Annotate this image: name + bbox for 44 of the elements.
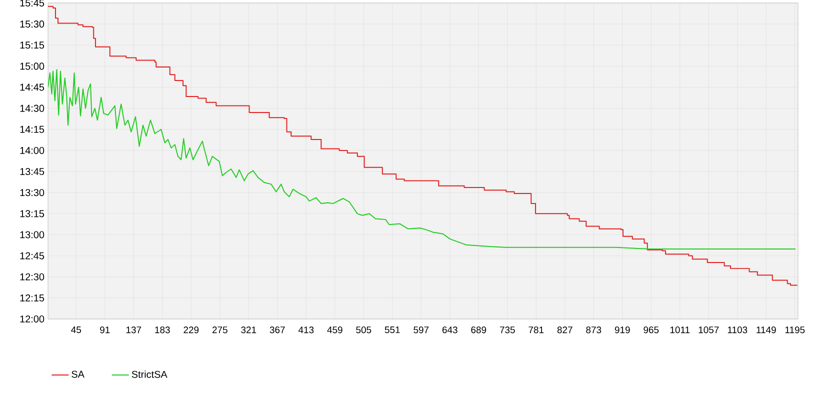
y-tick-label: 13:30 (20, 189, 44, 196)
x-tick-label: 1103 (728, 326, 748, 334)
x-tick-label: 689 (471, 326, 486, 334)
x-tick-label: 643 (442, 326, 458, 334)
x-tick-label: 229 (184, 326, 199, 334)
x-tick-label: 183 (155, 326, 170, 334)
y-tick-label: 15:15 (20, 42, 44, 49)
x-tick-label: 827 (557, 326, 572, 334)
x-tick-label: 459 (327, 326, 342, 334)
x-tick-label: 1149 (756, 326, 776, 334)
y-tick-label: 14:00 (20, 146, 44, 154)
y-tick-label: 14:45 (20, 84, 44, 91)
legend-label: StrictSA (132, 370, 168, 378)
y-tick-label: 12:15 (20, 294, 44, 302)
y-tick-label: 13:45 (20, 168, 44, 176)
y-tick-label: 15:00 (20, 62, 44, 70)
y-tick-label: 14:15 (20, 126, 44, 133)
y-tick-label: 14:30 (20, 104, 44, 112)
y-tick-label: 15:45 (20, 0, 44, 6)
x-tick-label: 137 (126, 326, 142, 334)
x-tick-label: 505 (356, 326, 372, 334)
x-tick-label: 1057 (698, 326, 719, 334)
y-tick-label: 12:45 (20, 252, 44, 260)
x-tick-label: 597 (414, 326, 429, 334)
x-tick-label: 275 (212, 326, 228, 334)
y-tick-label: 15:30 (20, 20, 44, 28)
x-tick-label: 873 (586, 326, 602, 334)
x-tick-label: 551 (384, 326, 400, 334)
x-tick-label: 367 (270, 326, 285, 334)
x-tick-label: 919 (614, 326, 630, 334)
y-tick-label: 12:30 (20, 273, 44, 280)
x-tick-label: 735 (500, 326, 515, 334)
x-tick-label: 45 (71, 326, 82, 334)
x-tick-label: 965 (644, 326, 659, 334)
legend-label: SA (72, 370, 84, 378)
x-tick-label: 413 (298, 326, 314, 334)
x-tick-label: 91 (100, 326, 110, 334)
x-tick-label: 1011 (670, 326, 690, 334)
x-tick-label: 321 (241, 326, 256, 334)
x-tick-label: 1195 (785, 326, 805, 334)
y-tick-label: 12:00 (20, 315, 44, 323)
y-tick-label: 13:00 (20, 231, 44, 238)
x-tick-label: 781 (528, 326, 544, 334)
y-tick-label: 13:15 (20, 210, 44, 218)
